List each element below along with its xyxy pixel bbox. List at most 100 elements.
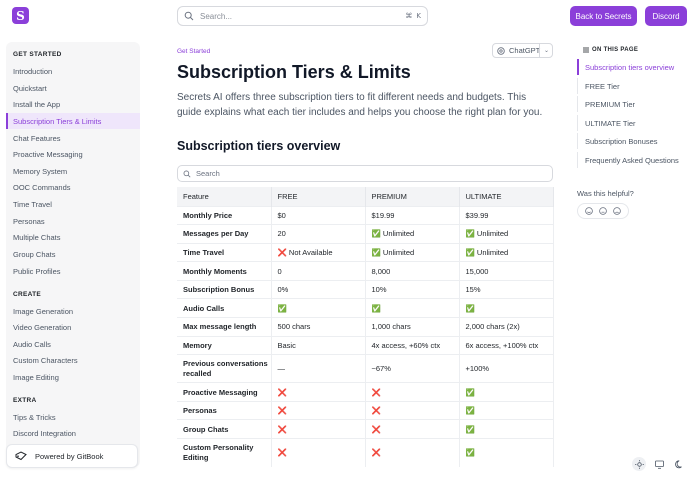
table-cell: ❌ xyxy=(271,400,366,420)
moon-icon[interactable] xyxy=(672,457,686,471)
row-label: Personas xyxy=(177,400,272,420)
sad-face-icon[interactable] xyxy=(613,207,621,215)
neutral-face-icon[interactable] xyxy=(599,207,607,215)
toc-heading: ON THIS PAGE xyxy=(583,47,638,53)
toc-heading-label: ON THIS PAGE xyxy=(592,47,639,53)
sidebar-item-audio-calls[interactable]: Audio Calls xyxy=(13,339,51,349)
table-search-input[interactable]: Search xyxy=(177,165,553,182)
secrets-logo-icon[interactable]: S xyxy=(12,7,29,24)
feedback-group xyxy=(577,203,629,219)
table-cell: 500 chars xyxy=(271,317,366,337)
chatgpt-button[interactable]: ChatGPT ⌄ xyxy=(492,43,553,58)
column-header[interactable]: Feature xyxy=(177,187,272,206)
sidebar-item-multiple-chats[interactable]: Multiple Chats xyxy=(13,232,61,242)
sidebar-item-personas[interactable]: Personas xyxy=(13,216,45,226)
table-row: Subscription Bonus 0% 10% 15% xyxy=(177,279,554,299)
table-cell: 2,000 chars (2x) xyxy=(459,317,554,337)
table-cell: $19.99 xyxy=(365,205,460,225)
table-cell: ✅ Unlimited xyxy=(459,242,554,262)
sidebar-section-create: CREATE xyxy=(13,291,42,298)
discord-button[interactable]: Discord xyxy=(645,6,687,26)
toc-item-faq[interactable]: Frequently Asked Questions xyxy=(577,152,687,168)
column-header[interactable]: FREE xyxy=(271,187,366,206)
page-lead: Secrets AI offers three subscription tie… xyxy=(177,92,543,118)
toc-item-overview[interactable]: Subscription tiers overview xyxy=(577,59,687,75)
section-heading: Subscription tiers overview xyxy=(177,139,341,153)
toc-item-bonuses[interactable]: Subscription Bonuses xyxy=(577,133,687,149)
table-row: Group Chats ❌ ❌ ✅ xyxy=(177,419,554,439)
table-cell: ❌ xyxy=(271,438,366,467)
tiers-table: Feature FREE PREMIUM ULTIMATE Monthly Pr… xyxy=(177,187,554,467)
search-placeholder: Search... xyxy=(200,11,233,21)
chevron-down-icon[interactable]: ⌄ xyxy=(543,48,549,54)
table-cell: ✅ xyxy=(459,382,554,402)
helpful-label: Was this helpful? xyxy=(577,189,634,198)
table-cell: 1,000 chars xyxy=(365,317,460,337)
row-label: Max message length xyxy=(177,317,272,337)
table-row: Messages per Day 20 ✅ Unlimited ✅ Unlimited xyxy=(177,224,554,244)
table-row: Custom Personality Editing ❌ ❌ ✅ xyxy=(177,438,554,467)
sidebar-item-quickstart[interactable]: Quickstart xyxy=(13,83,47,93)
sidebar-item-install[interactable]: Install the App xyxy=(13,99,61,109)
table-cell: 20 xyxy=(271,224,366,244)
search-input[interactable]: Search... ⌘ K xyxy=(177,6,428,26)
table-cell: ✅ Unlimited xyxy=(459,224,554,244)
table-cell: ✅ xyxy=(365,298,460,318)
table-cell: ✅ xyxy=(459,419,554,439)
shortcut-mod: ⌘ xyxy=(405,12,413,20)
row-label: Messages per Day xyxy=(177,224,272,244)
row-label: Time Travel xyxy=(177,242,272,262)
row-label: Monthly Moments xyxy=(177,261,272,281)
table-cell: ~67% xyxy=(365,354,460,383)
sidebar-item-time-travel[interactable]: Time Travel xyxy=(13,199,52,209)
sidebar-item-introduction[interactable]: Introduction xyxy=(13,66,53,76)
toc-item-free[interactable]: FREE Tier xyxy=(577,78,687,94)
sidebar-section-get-started: GET STARTED xyxy=(13,51,62,58)
sun-icon[interactable] xyxy=(632,457,646,471)
sidebar-item-image-editing[interactable]: Image Editing xyxy=(13,372,59,382)
table-cell: 6x access, +100% ctx xyxy=(459,335,554,355)
toc-item-premium[interactable]: PREMIUM Tier xyxy=(577,96,687,112)
sidebar-item-ooc-commands[interactable]: OOC Commands xyxy=(13,182,71,192)
row-label: Previous conversations recalled xyxy=(177,354,272,383)
sidebar-item-discord-integration[interactable]: Discord Integration xyxy=(13,428,76,438)
monitor-icon[interactable] xyxy=(652,457,666,471)
list-icon xyxy=(583,47,589,53)
column-header[interactable]: ULTIMATE xyxy=(459,187,554,206)
sidebar-item-proactive-messaging[interactable]: Proactive Messaging xyxy=(13,149,83,159)
sidebar-item-video-generation[interactable]: Video Generation xyxy=(13,322,72,332)
sidebar-item-memory-system[interactable]: Memory System xyxy=(13,166,68,176)
table-cell: ✅ xyxy=(459,438,554,467)
sidebar-item-group-chats[interactable]: Group Chats xyxy=(13,249,56,259)
sidebar-item-image-generation[interactable]: Image Generation xyxy=(13,306,74,316)
table-row: Monthly Moments 0 8,000 15,000 xyxy=(177,261,554,281)
table-row: Memory Basic 4x access, +60% ctx 6x access,… xyxy=(177,335,554,355)
table-cell: 4x access, +60% ctx xyxy=(365,335,460,355)
back-to-secrets-button[interactable]: Back to Secrets xyxy=(570,6,637,26)
table-cell: 0% xyxy=(271,279,366,299)
sidebar-item-tips-tricks[interactable]: Tips & Tricks xyxy=(13,412,56,422)
shortcut-key: K xyxy=(416,12,421,20)
breadcrumb[interactable]: Get Started xyxy=(177,48,211,55)
table-cell: ✅ xyxy=(459,298,554,318)
sidebar-item-custom-characters[interactable]: Custom Characters xyxy=(13,355,78,365)
table-cell: 10% xyxy=(365,279,460,299)
row-label: Monthly Price xyxy=(177,205,272,225)
table-header-row: Feature FREE PREMIUM ULTIMATE xyxy=(177,187,554,206)
smile-icon[interactable] xyxy=(585,207,593,215)
table-cell: — xyxy=(271,354,366,383)
toc-item-ultimate[interactable]: ULTIMATE Tier xyxy=(577,115,687,131)
sidebar-item-public-profiles[interactable]: Public Profiles xyxy=(13,266,61,276)
gitbook-icon xyxy=(15,451,27,461)
column-header[interactable]: PREMIUM xyxy=(365,187,460,206)
table-cell: 8,000 xyxy=(365,261,460,281)
table-row: Max message length 500 chars 1,000 chars 2,… xyxy=(177,317,554,337)
table-cell: $0 xyxy=(271,205,366,225)
table-cell: ✅ Unlimited xyxy=(365,224,460,244)
table-cell: 15,000 xyxy=(459,261,554,281)
table-cell: $39.99 xyxy=(459,205,554,225)
sidebar-item-subscription-tiers[interactable]: Subscription Tiers & Limits xyxy=(6,113,140,129)
sidebar-item-chat-features[interactable]: Chat Features xyxy=(13,133,61,143)
row-label: Proactive Messaging xyxy=(177,382,272,402)
powered-by-gitbook-link[interactable]: Powered by GitBook xyxy=(6,444,138,468)
